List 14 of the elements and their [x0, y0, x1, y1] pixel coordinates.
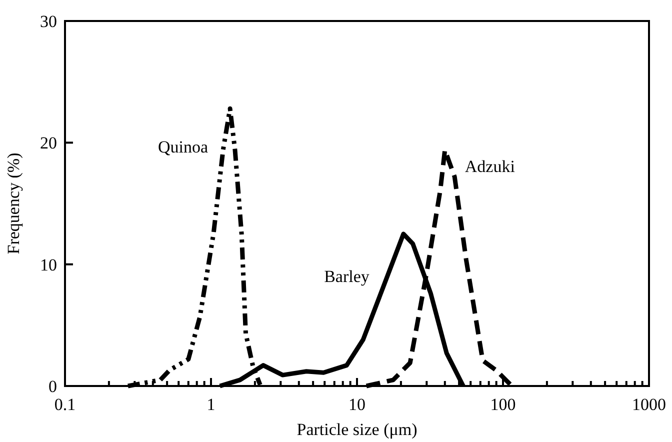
x-axis-title: Particle size (μm): [296, 420, 418, 439]
series-label: Quinoa: [158, 138, 208, 157]
series-label: Adzuki: [464, 156, 516, 176]
x-tick-label: 0.1: [54, 395, 76, 414]
y-axis-title: Frequency (%): [4, 152, 23, 254]
y-tick-label: 10: [40, 255, 57, 274]
x-tick-label: 1: [206, 395, 216, 414]
x-tick-label: 100: [490, 395, 516, 414]
y-tick-label: 30: [40, 12, 57, 31]
y-tick-label: 0: [48, 376, 57, 396]
x-tick-label: 10: [348, 395, 366, 414]
series-label: Barley: [324, 266, 370, 286]
y-tick-label: 20: [40, 134, 57, 153]
x-tick-label: 1000: [632, 395, 666, 414]
